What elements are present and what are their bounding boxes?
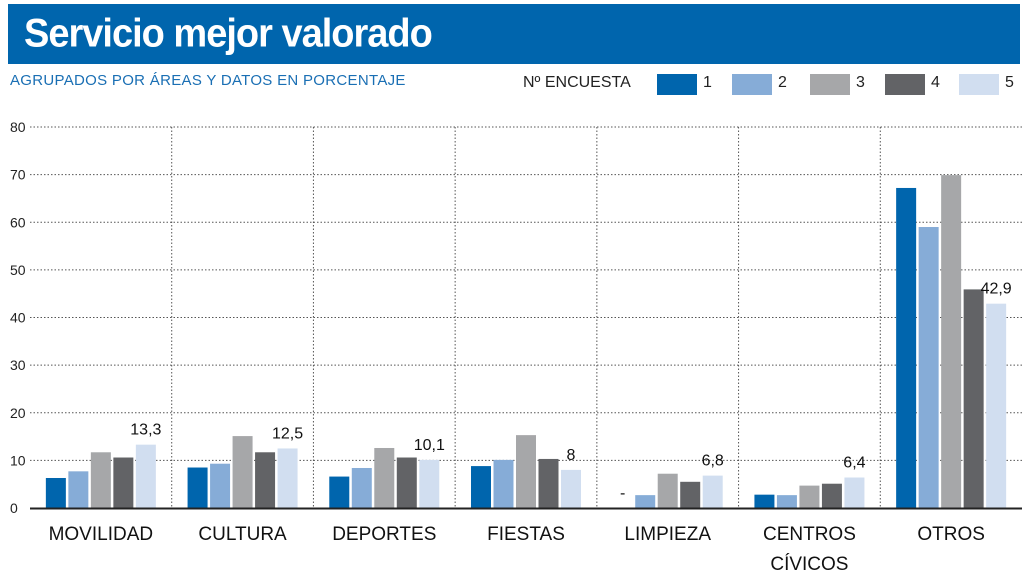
y-tick-label: 60 (10, 214, 26, 230)
bar (986, 303, 1007, 508)
y-tick-label: 20 (10, 405, 26, 421)
bar (680, 481, 701, 508)
category-label: CÍVICOS (770, 554, 848, 575)
bar (657, 473, 678, 508)
bar (896, 187, 917, 508)
data-label: 6,4 (843, 455, 865, 472)
bar (135, 444, 156, 508)
y-tick-label: 30 (10, 357, 26, 373)
bar (329, 476, 350, 508)
bar (941, 175, 962, 508)
bar (210, 463, 231, 508)
bar (90, 452, 111, 508)
data-label: 13,3 (130, 422, 161, 439)
legend-swatch-3 (810, 74, 850, 95)
chart-title: Servicio mejor valorado (24, 11, 433, 57)
legend-label-2: 2 (778, 74, 787, 91)
y-tick-label: 70 (10, 167, 26, 183)
legend-label-4: 4 (931, 74, 940, 91)
bar (351, 467, 372, 508)
category-label: CENTROS (763, 524, 856, 545)
data-label: 6,8 (702, 453, 724, 470)
bar (918, 227, 939, 508)
title-bar: Servicio mejor valorado (8, 4, 1020, 64)
chart-subtitle: AGRUPADOS POR ÁREAS Y DATOS EN PORCENTAJ… (10, 72, 406, 89)
bar (471, 466, 491, 508)
data-label: 8 (567, 447, 576, 464)
category-label: DEPORTES (332, 524, 436, 545)
y-tick-label: 40 (10, 310, 26, 326)
data-label: - (620, 485, 625, 502)
data-label: 12,5 (272, 425, 303, 442)
data-label: 42,9 (981, 281, 1012, 298)
bar (821, 483, 842, 508)
bar (561, 469, 581, 508)
data-label: 10,1 (414, 437, 445, 454)
legend-title: Nº ENCUESTA (523, 74, 631, 91)
bar (396, 457, 417, 508)
bar (493, 459, 514, 508)
bar (187, 467, 208, 508)
bar (538, 458, 559, 508)
bar (45, 477, 66, 508)
category-label: OTROS (917, 524, 985, 545)
legend-label-5: 5 (1005, 74, 1014, 91)
legend-swatch-5 (959, 74, 999, 95)
bar (754, 494, 775, 508)
legend-label-1: 1 (703, 74, 712, 91)
bar (68, 471, 89, 508)
bar (776, 495, 797, 508)
category-label: FIESTAS (487, 524, 565, 545)
category-label: CULTURA (198, 524, 287, 545)
y-tick-label: 0 (10, 500, 18, 516)
y-tick-label: 50 (10, 262, 26, 278)
y-tick-label: 80 (10, 119, 26, 135)
bar (232, 436, 253, 508)
bar (963, 289, 984, 508)
bar (277, 448, 298, 508)
bar (255, 452, 276, 508)
legend-swatch-1 (657, 74, 697, 95)
legend-label-3: 3 (856, 74, 865, 91)
bar (113, 457, 134, 508)
legend-swatch-2 (732, 74, 772, 95)
legend-swatch-4 (885, 74, 925, 95)
y-tick-label: 10 (10, 452, 26, 468)
bar (374, 447, 395, 508)
bar (419, 459, 440, 508)
bar (635, 495, 656, 508)
category-label: LIMPIEZA (624, 524, 711, 545)
bar (799, 485, 820, 508)
bar (702, 475, 723, 508)
bar (516, 435, 536, 508)
bar (844, 477, 865, 508)
category-label: MOVILIDAD (49, 524, 154, 545)
